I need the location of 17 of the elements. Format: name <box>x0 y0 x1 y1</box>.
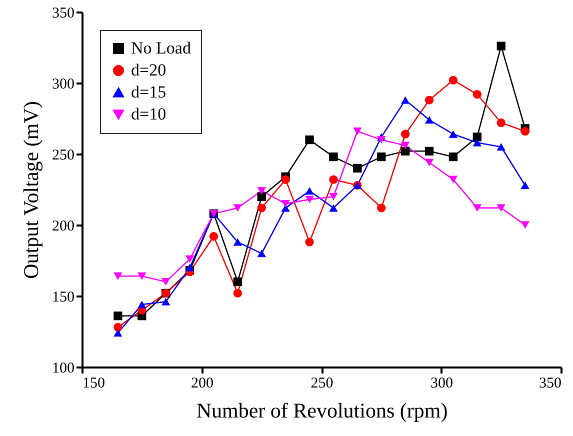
x-tick-label: 200 <box>191 376 214 392</box>
x-tick-label: 150 <box>82 376 105 392</box>
y-tick-label: 200 <box>52 218 74 234</box>
y-tick-label: 350 <box>52 6 74 22</box>
y-tick-label: 300 <box>52 76 74 92</box>
legend-label: No Load <box>131 38 192 58</box>
y-tick-label: 100 <box>52 360 74 376</box>
legend-label: d=15 <box>131 82 166 102</box>
x-tick-label: 300 <box>430 376 453 392</box>
y-tick-label: 250 <box>52 148 74 164</box>
x-tick-label: 250 <box>310 376 334 392</box>
legend-label: d=20 <box>131 60 166 80</box>
legend-label: d=10 <box>131 104 166 124</box>
y-axis-title: Output Voltage (mV) <box>19 101 43 279</box>
y-tick-label: 150 <box>52 290 74 306</box>
x-axis-title: Number of Revolutions (rpm) <box>196 398 448 422</box>
x-tick-label: 350 <box>539 376 562 392</box>
